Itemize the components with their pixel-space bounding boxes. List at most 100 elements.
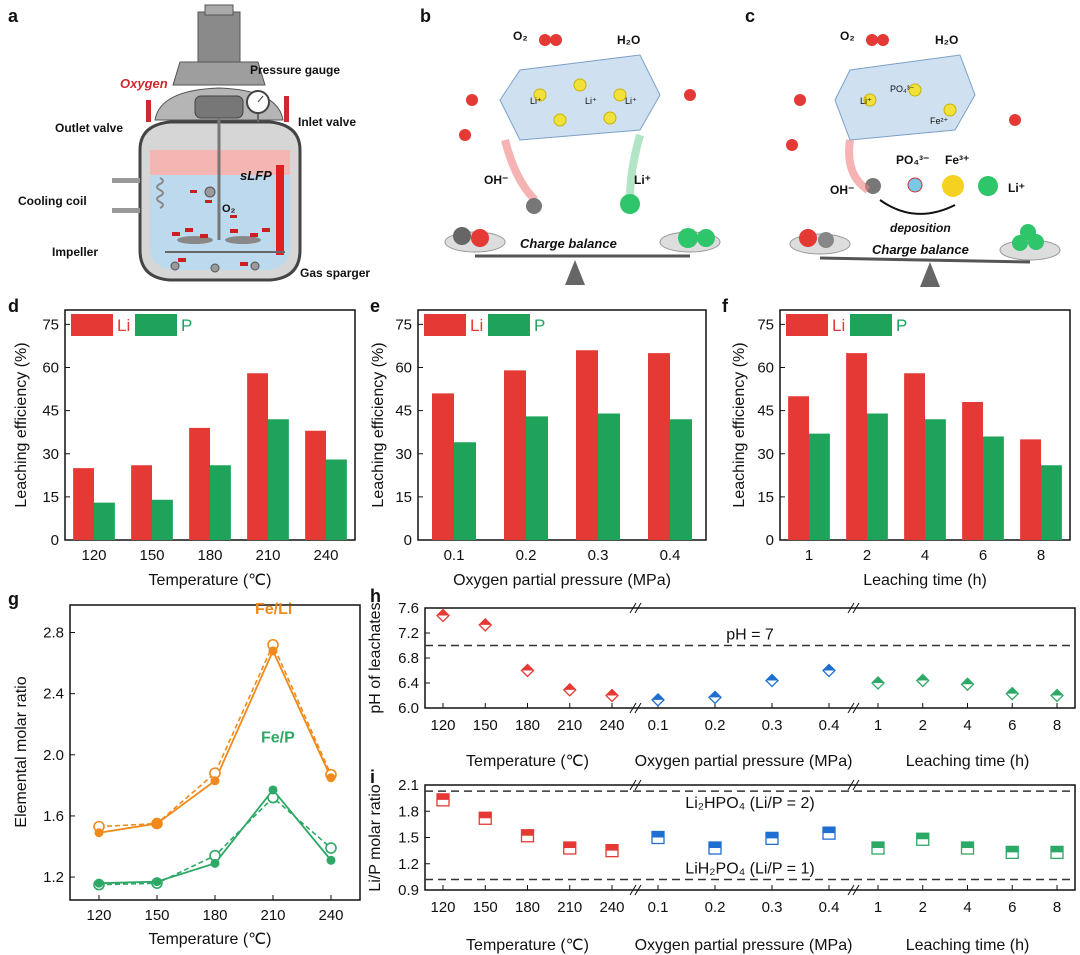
- point-h-240: [606, 689, 618, 696]
- bar-f-p-2: [867, 413, 888, 540]
- chart-h-axis-break: [852, 702, 860, 714]
- slfp-particles-icon: [172, 190, 270, 266]
- chart-d-ytick-label: 45: [42, 403, 59, 420]
- point-h-4: [961, 678, 974, 685]
- bar-e-li-0.4: [648, 353, 670, 540]
- b-li-label: Li⁺: [634, 173, 651, 187]
- chart-h-xtick-label: 150: [473, 717, 498, 734]
- point-g-fe-li-filled-240: [326, 773, 336, 783]
- chart-d-ytick-label: 75: [42, 316, 59, 333]
- bar-d-p-150: [152, 499, 173, 540]
- point-g-fe-li-filled-120: [94, 828, 104, 838]
- chart-h-xtick-label: 0.3: [762, 717, 783, 734]
- chart-h-group-label-0: Temperature (℃): [466, 753, 589, 770]
- c-li-label: Li⁺: [1008, 181, 1025, 195]
- chart-e-legend-label-li: Li: [470, 316, 483, 335]
- c-balance-fulcrum-icon: [920, 262, 940, 287]
- chart-f-xtick-label: 8: [1037, 547, 1045, 564]
- c-li-ion-icon: [978, 176, 998, 196]
- panel-label-a: a: [8, 6, 19, 26]
- point-g-fe-li-filled-180: [210, 776, 220, 786]
- chart-i-ytick-label: 1.8: [398, 803, 419, 820]
- bar-e-li-0.3: [576, 350, 598, 540]
- chart-h-group-label-1: Oxygen partial pressure (MPa): [635, 753, 853, 770]
- chart-i-xtick-label: 0.2: [705, 899, 726, 916]
- chart-e-ytick-label: 0: [404, 532, 412, 549]
- point-h-210: [563, 683, 576, 690]
- bar-d-li-120: [73, 468, 94, 540]
- chart-e-legend-swatch-p: [488, 314, 530, 336]
- line-g-fe-p-solid: [98, 788, 332, 885]
- chart-f-xlabel: Leaching time (h): [863, 572, 987, 589]
- chart-i-ylabel: Li/P molar ratio: [367, 784, 384, 891]
- bar-d-p-120: [94, 502, 115, 540]
- bar-f-p-4: [925, 419, 946, 540]
- inlet-valve-label: Inlet valve: [298, 115, 356, 129]
- bar-f-p-6: [983, 436, 1004, 540]
- chart-d-ytick-label: 0: [51, 532, 59, 549]
- chart-f-ytick-label: 60: [757, 360, 774, 377]
- chart-h-axis-break: [852, 602, 860, 614]
- chart-h-group-label-2: Leaching time (h): [906, 753, 1030, 770]
- chart-g-ylabel: Elemental molar ratio: [13, 676, 30, 827]
- line-g-fe-li-solid: [98, 648, 332, 834]
- point-h-8: [1051, 689, 1063, 696]
- point-h-2: [916, 674, 929, 681]
- chart-e-legend-label-p: P: [534, 316, 545, 335]
- point-g-fe-p-filled-240: [326, 855, 336, 865]
- chart-g-ytick-label: 1.6: [43, 808, 64, 825]
- chart-h-xtick-label: 210: [557, 717, 582, 734]
- outlet-valve-icon: [146, 100, 151, 122]
- point-g-fe-li-filled-150: [152, 819, 162, 829]
- bar-e-li-0.2: [504, 370, 526, 540]
- bar-f-p-1: [809, 433, 830, 540]
- chart-i-xtick-label: 1: [874, 899, 882, 916]
- b-li-ion-icon: [620, 194, 640, 214]
- chart-d-legend-label-p: P: [181, 316, 192, 335]
- chart-i-xtick-label: 150: [473, 899, 498, 916]
- point-i-2: [916, 833, 929, 840]
- chart-g-xtick-label: 240: [318, 907, 343, 924]
- point-h-0.4: [823, 664, 835, 671]
- chart-f-legend-label-p: P: [896, 316, 907, 335]
- chart-d-legend-swatch-li: [71, 314, 113, 336]
- balance-fulcrum-icon: [565, 260, 585, 285]
- bar-f-li-1: [788, 396, 809, 540]
- chart-h-xtick-label: 0.2: [705, 717, 726, 734]
- bar-d-li-240: [305, 430, 326, 540]
- point-i-6: [1006, 846, 1019, 853]
- heater-icon: [276, 165, 284, 255]
- chart-g-xtick-label: 180: [202, 907, 227, 924]
- chart-i-axis-break: [634, 884, 642, 896]
- chart-e-ytick-label: 75: [395, 316, 412, 333]
- chart-h-ytick-label: 6.8: [398, 650, 419, 667]
- chart-i-axis-break: [847, 884, 855, 896]
- b-charge-balance-label: Charge balance: [520, 236, 617, 251]
- point-h-1: [872, 677, 884, 683]
- chart-g-xtick-label: 150: [144, 907, 169, 924]
- point-h-0.1: [652, 693, 664, 700]
- chart-i-xtick-label: 0.3: [762, 899, 783, 916]
- chart-i-xtick-label: 8: [1053, 899, 1061, 916]
- bar-d-p-180: [210, 465, 231, 540]
- point-h-0.3: [766, 674, 778, 681]
- chart-i-reference-label-1: LiH₂PO₄ (Li/P = 1): [685, 861, 814, 878]
- b-h2o-label: H₂O: [617, 33, 640, 47]
- chart-d-legend-swatch-p: [135, 314, 177, 336]
- chart-h-xtick-label: 1: [874, 717, 882, 734]
- chart-h-xtick-label: 8: [1053, 717, 1061, 734]
- panel-label-c: c: [745, 6, 755, 26]
- chart-i-ytick-label: 2.1: [398, 777, 419, 794]
- bar-f-li-4: [904, 373, 925, 540]
- point-g-fe-p-filled-180: [210, 858, 220, 868]
- cooling-coil-icon: [112, 177, 164, 213]
- panel-label-f: f: [722, 296, 729, 316]
- chart-d: Leaching efficiency (%) Temperature (℃) …: [13, 309, 356, 589]
- chart-e-xlabel: Oxygen partial pressure (MPa): [453, 572, 671, 589]
- chart-d-ytick-label: 30: [42, 446, 59, 463]
- chart-g-ytick-label: 2.0: [43, 747, 64, 764]
- point-i-180: [521, 829, 534, 836]
- chart-h-xtick-label: 120: [430, 717, 455, 734]
- chart-h-axis-break: [847, 702, 855, 714]
